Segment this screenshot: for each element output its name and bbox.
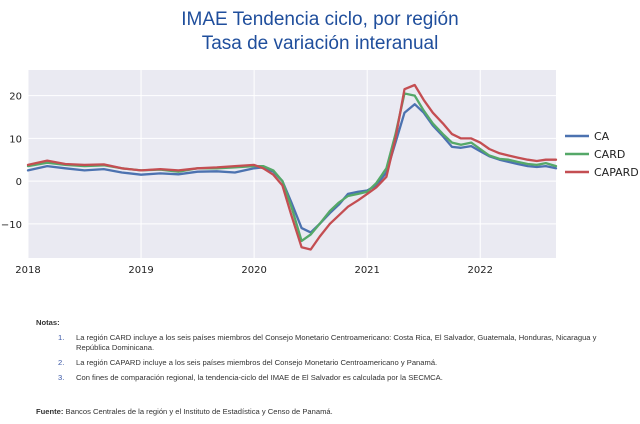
line-chart: −10 0 10 20 2018 2019 2020 2021 2022 CA CARD CAPA… <box>1 70 639 276</box>
x-tick-label: 2022 <box>468 265 493 276</box>
plot-area <box>28 70 556 258</box>
x-tick-label: 2020 <box>241 265 266 276</box>
note-text: Con fines de comparación regional, la te… <box>76 373 443 382</box>
source-note: Fuente: Bancos Centrales de la región y … <box>36 407 333 416</box>
legend: CA CARD CAPARD <box>565 130 639 179</box>
x-tick-label: 2018 <box>15 265 40 276</box>
legend-label-ca: CA <box>594 130 610 143</box>
chart-title: IMAE Tendencia ciclo, por región <box>181 9 459 30</box>
series-lines <box>26 83 558 251</box>
legend-label-capard: CAPARD <box>594 166 639 179</box>
x-axis: 2018 2019 2020 2021 2022 <box>15 265 493 276</box>
x-tick-label: 2021 <box>354 265 379 276</box>
source-text: Bancos Centrales de la región y el Insti… <box>65 407 333 416</box>
notes-list: 1. La región CARD incluye a los seis país… <box>36 333 616 383</box>
note-item: 2. La región CAPARD incluye a los seis pa… <box>36 358 616 368</box>
notes-heading: Notas: <box>36 318 60 327</box>
y-tick-label: 0 <box>16 177 22 188</box>
note-text: La región CARD incluye a los seis países… <box>76 333 597 352</box>
note-item: 1. La región CARD incluye a los seis país… <box>36 333 616 353</box>
grid <box>27 70 556 258</box>
note-text: La región CAPARD incluye a los seis país… <box>76 358 438 367</box>
y-tick-label: 10 <box>9 134 22 145</box>
note-number: 2. <box>58 358 65 367</box>
note-number: 1. <box>58 333 65 342</box>
notes-section: Notas: 1. La región CARD incluye a los se… <box>36 318 616 388</box>
note-item: 3. Con fines de comparación regional, la … <box>36 373 616 383</box>
y-axis: −10 0 10 20 <box>1 92 22 231</box>
series-line-capard <box>26 83 558 251</box>
note-number: 3. <box>58 373 65 382</box>
legend-label-card: CARD <box>594 148 625 161</box>
chart-subtitle: Tasa de variación interanual <box>201 33 439 54</box>
source-label: Fuente: <box>36 407 64 416</box>
y-tick-label: 20 <box>9 92 22 103</box>
x-tick-label: 2019 <box>128 265 153 276</box>
y-tick-label: −10 <box>1 220 22 231</box>
